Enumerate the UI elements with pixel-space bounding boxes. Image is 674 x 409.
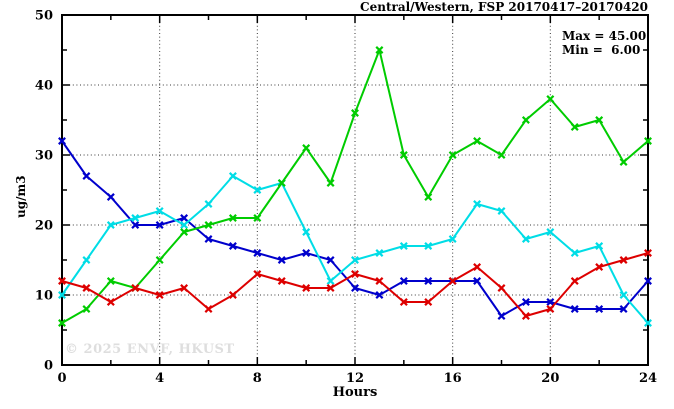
maxmin-annotation: Max = 45.00 Min = 6.00: [562, 29, 646, 57]
y-tick-label: 40: [35, 79, 53, 94]
x-axis-label: Hours: [332, 385, 378, 400]
series-green-markers: [58, 46, 652, 327]
y-tick-label: 10: [35, 289, 53, 304]
y-tick-label: 50: [35, 9, 53, 24]
min-annotation: Min = 6.00: [562, 43, 641, 57]
series-blue-line: [61, 140, 649, 317]
y-tick-label: 30: [35, 149, 53, 164]
series-cyan-markers: [58, 172, 652, 327]
x-tick-label: 4: [155, 371, 164, 386]
x-tick-label: 8: [253, 371, 262, 386]
x-tick-label: 16: [444, 371, 462, 386]
watermark: © 2025 ENVF, HKUST: [65, 342, 235, 357]
series-red-line: [61, 252, 649, 317]
plot-frame: [61, 14, 649, 366]
y-tick-label: 20: [35, 219, 53, 234]
series-red-markers: [58, 249, 652, 320]
x-tick-label: 0: [57, 371, 66, 386]
max-annotation: Max = 45.00: [562, 29, 647, 43]
chart-title: Central/Western, FSP 20170417–20170420: [360, 0, 648, 14]
x-tick-label: 24: [639, 371, 657, 386]
x-tick-label: 12: [346, 371, 364, 386]
x-tick-label: 20: [541, 371, 559, 386]
y-tick-label: 0: [44, 359, 53, 374]
